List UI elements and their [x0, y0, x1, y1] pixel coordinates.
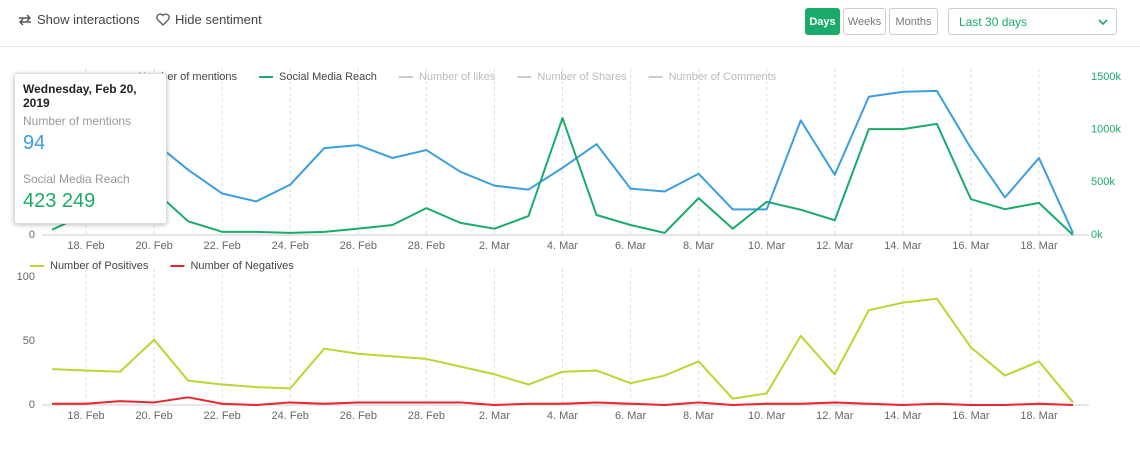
- legend-label: Number of Shares: [537, 71, 627, 83]
- x-tick-label: 28. Feb: [408, 240, 445, 252]
- y-tick-label: 100: [17, 271, 35, 283]
- legend-label: Social Media Reach: [279, 71, 377, 83]
- label: Hide sentiment: [175, 12, 262, 27]
- x-tick-label: 24. Feb: [272, 410, 309, 422]
- x-tick-label: 28. Feb: [408, 410, 445, 422]
- x-tick-label: 26. Feb: [340, 410, 377, 422]
- heart-icon: [156, 13, 170, 26]
- x-tick-label: 6. Mar: [615, 240, 647, 252]
- y-tick-label: 0: [29, 229, 35, 241]
- weeks-button[interactable]: Weeks: [843, 8, 886, 35]
- x-tick-label: 10. Mar: [748, 410, 786, 422]
- x-tick-label: 4. Mar: [547, 240, 579, 252]
- y2-tick-label: 500k: [1091, 176, 1115, 188]
- x-tick-label: 6. Mar: [615, 410, 647, 422]
- x-tick-label: 16. Mar: [952, 240, 990, 252]
- x-tick-label: 18. Feb: [67, 410, 104, 422]
- x-tick-label: 22. Feb: [204, 410, 241, 422]
- tooltip-value: 423 249: [23, 190, 96, 212]
- series-line: [51, 89, 1074, 234]
- x-tick-label: 18. Feb: [67, 240, 104, 252]
- series-line: [52, 396, 1074, 406]
- x-tick-label: 8. Mar: [683, 240, 715, 252]
- x-tick-label: 2. Mar: [479, 240, 511, 252]
- show-interactions[interactable]: Show interactions: [18, 12, 140, 27]
- label: Last 30 days: [959, 14, 1028, 29]
- x-tick-label: 16. Mar: [952, 410, 990, 422]
- hide-sentiment[interactable]: Hide sentiment: [156, 12, 262, 27]
- legend-label: Number of Negatives: [190, 260, 294, 272]
- x-tick-label: 18. Mar: [1020, 410, 1058, 422]
- swap-icon: [19, 14, 31, 25]
- tooltip-label: Social Media Reach: [23, 172, 130, 186]
- x-tick-label: 12. Mar: [816, 240, 854, 252]
- tooltip: Wednesday, Feb 20, 2019 Number of mentio…: [14, 73, 167, 224]
- x-tick-label: 2. Mar: [479, 410, 511, 422]
- tooltip-value: 94: [23, 132, 46, 154]
- label: Show interactions: [37, 12, 140, 27]
- x-tick-label: 20. Feb: [135, 410, 172, 422]
- series-line: [51, 297, 1074, 404]
- legend-label: Number of Positives: [50, 260, 149, 272]
- x-tick-label: 8. Mar: [683, 410, 715, 422]
- divider: [0, 46, 1140, 47]
- x-tick-label: 24. Feb: [272, 240, 309, 252]
- tooltip-title: Wednesday, Feb 20, 2019: [23, 82, 137, 110]
- y2-tick-label: 0k: [1091, 229, 1103, 241]
- x-tick-label: 10. Mar: [748, 240, 786, 252]
- y2-tick-label: 1000k: [1091, 124, 1121, 136]
- x-tick-label: 20. Feb: [135, 240, 172, 252]
- x-tick-label: 14. Mar: [884, 240, 922, 252]
- range-select[interactable]: Last 30 days: [948, 8, 1117, 35]
- tooltip-label: Number of mentions: [23, 114, 132, 128]
- x-tick-label: 12. Mar: [816, 410, 854, 422]
- y-tick-label: 50: [23, 335, 35, 347]
- legend-label: Number of Comments: [669, 71, 777, 83]
- y2-tick-label: 1500k: [1091, 71, 1121, 83]
- months-button[interactable]: Months: [889, 8, 938, 35]
- x-tick-label: 26. Feb: [340, 240, 377, 252]
- legend-label: Number of likes: [419, 71, 496, 83]
- x-tick-label: 14. Mar: [884, 410, 922, 422]
- series-line: [51, 117, 1074, 236]
- x-tick-label: 18. Mar: [1020, 240, 1058, 252]
- x-tick-label: 22. Feb: [204, 240, 241, 252]
- y-tick-label: 0: [29, 399, 35, 411]
- chevron: [1098, 19, 1108, 26]
- days-button[interactable]: Days: [805, 8, 840, 35]
- x-tick-label: 4. Mar: [547, 410, 579, 422]
